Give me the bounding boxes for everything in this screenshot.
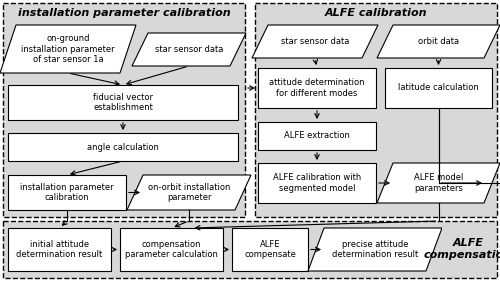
Bar (258, 122, 376, 150)
Bar (385, 68, 492, 108)
Bar (258, 68, 376, 108)
Text: star sensor data: star sensor data (155, 45, 223, 54)
Bar (3, 221, 497, 278)
Polygon shape (127, 175, 251, 210)
Polygon shape (132, 33, 246, 66)
Polygon shape (377, 163, 500, 203)
Text: on-ground
installation parameter
of star sensor 1a: on-ground installation parameter of star… (21, 34, 115, 64)
Text: compensation
parameter calculation: compensation parameter calculation (125, 240, 218, 259)
Text: ALFE
compensation: ALFE compensation (424, 238, 500, 260)
Text: ALFE
compensate: ALFE compensate (244, 240, 296, 259)
Text: attitude determination
for different modes: attitude determination for different mod… (269, 78, 365, 98)
Bar (8, 228, 111, 271)
Text: installation parameter
calibration: installation parameter calibration (20, 183, 114, 202)
Text: on-orbit installation
parameter: on-orbit installation parameter (148, 183, 230, 202)
Polygon shape (308, 228, 442, 271)
Text: ALFE model
parameters: ALFE model parameters (414, 173, 463, 193)
Text: star sensor data: star sensor data (281, 37, 349, 46)
Text: installation parameter calibration: installation parameter calibration (18, 8, 231, 19)
Bar (120, 228, 223, 271)
Text: ALFE extraction: ALFE extraction (284, 132, 350, 140)
Text: angle calculation: angle calculation (87, 142, 159, 151)
Bar (257, 5, 495, 22)
Text: precise attitude
determination result: precise attitude determination result (332, 240, 418, 259)
Text: fiducial vector
establishment: fiducial vector establishment (93, 93, 153, 112)
Text: latitude calculation: latitude calculation (398, 83, 479, 92)
Text: initial attitude
determination result: initial attitude determination result (16, 240, 102, 259)
Bar (3, 3, 245, 217)
Bar (255, 3, 497, 217)
Bar (232, 228, 308, 271)
Bar (8, 133, 238, 161)
Polygon shape (377, 25, 500, 58)
Text: ALFE calibration with
segmented model: ALFE calibration with segmented model (273, 173, 361, 193)
Bar (8, 85, 238, 120)
Text: ALFE calibration: ALFE calibration (325, 8, 427, 19)
Text: orbit data: orbit data (418, 37, 459, 46)
Bar (5, 5, 243, 22)
Polygon shape (252, 25, 378, 58)
Bar (8, 175, 126, 210)
Bar (258, 163, 376, 203)
Polygon shape (0, 25, 136, 73)
Bar (442, 223, 495, 276)
